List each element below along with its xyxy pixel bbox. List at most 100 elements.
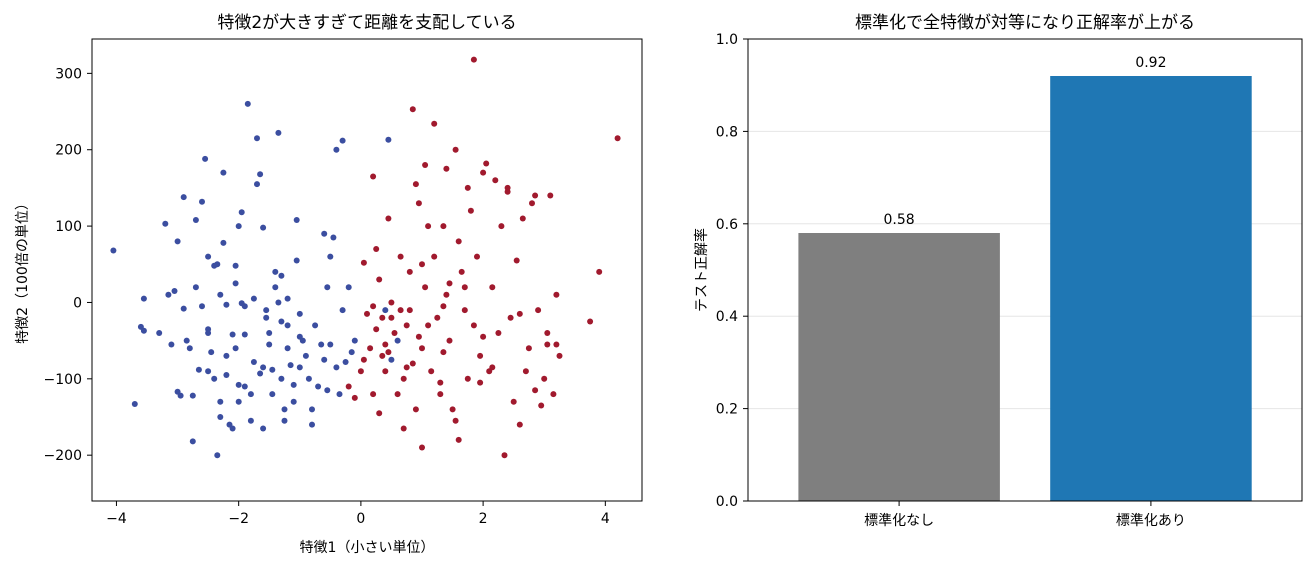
scatter-point-class-1 [510,398,517,405]
scatter-point-class-0 [284,345,291,352]
scatter-point-class-0 [272,268,279,275]
scatter-point-class-0 [199,303,205,310]
scatter-point-class-0 [290,398,297,405]
scatter-point-class-1 [550,391,557,398]
scatter-point-class-1 [419,261,425,268]
scatter-point-class-1 [403,322,410,329]
scatter-point-class-1 [470,56,477,63]
scatter-point-class-1 [415,333,422,340]
scatter-point-class-0 [278,375,285,382]
scatter-point-class-0 [241,331,248,338]
scatter-point-class-0 [330,234,337,241]
scatter-point-class-1 [501,452,508,459]
bar-bars: 0.58 0.92 [798,55,1252,501]
bar-y-tick-label: 0.2 [716,402,738,418]
scatter-point-class-1 [345,383,352,390]
scatter-point-class-1 [422,284,429,291]
scatter-point-class-1 [385,215,392,222]
scatter-point-class-0 [284,322,291,329]
scatter-point-class-0 [272,284,279,291]
scatter-point-class-1 [446,280,453,287]
scatter-point-class-1 [425,322,432,329]
scatter-x-tick-label: −4 [106,511,127,527]
scatter-point-class-1 [504,184,511,191]
scatter-point-class-1 [544,330,551,336]
scatter-point-class-1 [541,375,548,382]
scatter-point-class-1 [382,368,389,375]
scatter-point-class-1 [489,364,496,371]
scatter-point-class-0 [177,392,184,399]
bar-2 [1050,76,1252,501]
scatter-point-class-0 [217,414,224,420]
scatter-point-class-0 [284,295,291,302]
scatter-point-class-0 [257,370,264,377]
scatter-title: 特徴2が大きすぎて距離を支配している [217,13,516,33]
scatter-point-class-0 [333,146,340,153]
scatter-point-class-1 [419,345,425,352]
scatter-point-class-1 [412,181,419,188]
bar-x-axis: 標準化なし 標準化あり [864,501,1186,529]
bar-y-tick-label: 0.4 [716,309,738,325]
scatter-point-class-1 [507,314,514,321]
scatter-y-tick-label: −200 [44,448,82,464]
scatter-y-axis: −200 −100 0 100 200 300 [44,66,92,464]
scatter-points [110,56,621,459]
scatter-point-class-1 [373,326,380,333]
scatter-point-class-1 [351,394,358,401]
scatter-point-class-0 [296,310,303,317]
scatter-point-class-0 [235,398,242,405]
scatter-point-class-0 [299,337,306,344]
scatter-point-class-1 [522,368,529,375]
scatter-point-class-0 [186,345,193,352]
bar-plot-frame [747,38,1303,502]
scatter-point-class-0 [192,217,199,223]
scatter-point-class-1 [483,160,490,167]
scatter-point-class-1 [373,246,380,252]
scatter-point-class-0 [348,349,355,356]
scatter-x-tick-label: 4 [601,511,610,527]
scatter-point-class-0 [217,398,224,405]
scatter-point-class-1 [382,341,389,348]
scatter-point-class-0 [238,209,245,216]
scatter-chart: 特徴2が大きすぎて距離を支配している −4 −2 0 2 4 −200 −100 0 100 2… [15,13,643,556]
scatter-point-class-0 [290,381,297,388]
scatter-point-class-0 [232,280,239,287]
scatter-x-tick-label: −2 [228,511,249,527]
scatter-point-class-1 [446,337,453,344]
scatter-point-class-1 [525,345,532,352]
scatter-y-label: 特徴2（100倍の単位） [15,196,31,344]
scatter-point-class-1 [440,303,447,310]
scatter-point-class-0 [223,301,230,308]
scatter-point-class-1 [477,352,484,359]
scatter-point-class-1 [367,345,374,352]
scatter-point-class-0 [296,364,303,371]
scatter-point-class-0 [168,341,175,348]
scatter-point-class-0 [278,272,285,279]
scatter-point-class-0 [110,247,117,254]
scatter-point-class-0 [180,194,187,201]
scatter-point-class-0 [269,391,276,398]
scatter-point-class-0 [345,284,352,291]
scatter-point-class-0 [235,381,242,388]
scatter-y-tick-label: 200 [55,143,82,159]
scatter-point-class-0 [205,330,212,336]
scatter-point-class-0 [305,375,312,382]
scatter-point-class-0 [293,257,300,264]
scatter-point-class-1 [461,307,468,314]
scatter-point-class-1 [437,379,444,386]
bar-y-tick-label: 0.6 [716,217,738,233]
scatter-point-class-0 [275,129,282,136]
scatter-point-class-1 [498,223,505,230]
scatter-point-class-0 [156,330,163,336]
scatter-point-class-1 [431,253,438,260]
scatter-point-class-0 [342,359,349,365]
scatter-point-class-1 [428,368,435,375]
scatter-point-class-0 [266,330,273,336]
scatter-point-class-1 [415,200,422,207]
scatter-x-tick-label: 2 [479,511,488,527]
scatter-point-class-1 [480,169,487,176]
scatter-point-class-1 [409,106,416,113]
scatter-point-class-0 [229,331,236,338]
scatter-point-class-1 [529,200,535,207]
